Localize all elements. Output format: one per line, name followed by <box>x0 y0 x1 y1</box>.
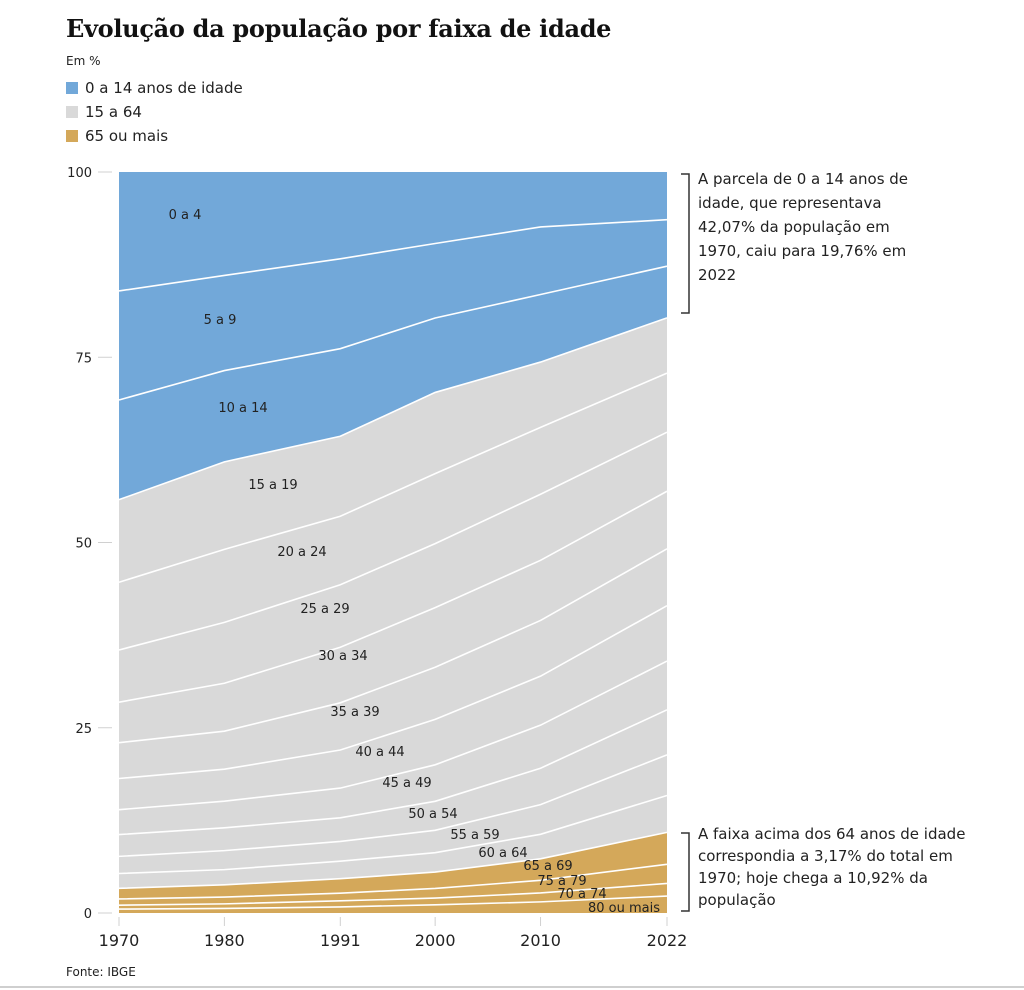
band-label-35-a-39: 35 a 39 <box>330 705 379 720</box>
divider-line-25-a-29 <box>118 431 668 651</box>
area-band-50-a-54 <box>119 709 667 857</box>
x-axis: 1970 1980 1991 2000 2010 2022 <box>99 917 688 950</box>
legend-swatch-15-64 <box>66 106 78 118</box>
divider-line-55-a-59 <box>118 754 668 858</box>
divider-line-5-a-9 <box>118 218 668 292</box>
legend-label-15-64: 15 a 64 <box>85 103 142 121</box>
x-tick-label: 2000 <box>415 931 456 950</box>
area-band-65-a-69 <box>119 832 667 899</box>
band-label-20-a-24: 20 a 24 <box>277 545 326 560</box>
area-band-15-a-19 <box>119 317 667 583</box>
y-tick-label: 25 <box>75 722 92 737</box>
band-label-15-a-19: 15 a 19 <box>248 478 297 493</box>
area-layers <box>119 172 667 913</box>
divider-line-45-a-49 <box>118 660 668 811</box>
band-label-25-a-29: 25 a 29 <box>300 602 349 617</box>
divider-line-60-a-64 <box>118 794 668 875</box>
band-label-55-a-59: 55 a 59 <box>450 828 499 843</box>
divider-line-70-a-74 <box>118 863 668 900</box>
band-divider-lines <box>118 218 668 910</box>
legend-swatch-0-14 <box>66 82 78 94</box>
area-band-5-a-9 <box>119 219 667 400</box>
annotation-brackets <box>681 173 690 912</box>
band-label-75-a-79: 75 a 79 <box>537 874 586 889</box>
divider-line-40-a-44 <box>118 605 668 780</box>
band-label-0-a-4: 0 a 4 <box>169 208 202 223</box>
legend-item-0-14: 0 a 14 anos de idade <box>66 76 243 100</box>
band-label-5-a-9: 5 a 9 <box>204 313 237 328</box>
divider-line-65-a-69 <box>118 831 668 890</box>
source-note: Fonte: IBGE <box>66 965 136 979</box>
unit-label: Em % <box>66 54 101 68</box>
x-tick-label: 1980 <box>204 931 245 950</box>
divider-line-30-a-34 <box>118 490 668 703</box>
y-tick-label: 75 <box>75 351 92 366</box>
band-label-45-a-49: 45 a 49 <box>382 776 431 791</box>
area-band-45-a-49 <box>119 661 667 835</box>
area-band-75-a-79 <box>119 883 667 910</box>
y-tick-label: 0 <box>84 907 92 922</box>
divider-line-75-a-79 <box>118 882 668 907</box>
band-label-40-a-44: 40 a 44 <box>355 745 404 760</box>
annotation-children: A parcela de 0 a 14 anos de idade, que r… <box>698 170 909 284</box>
legend: 0 a 14 anos de idade 15 a 64 65 ou mais <box>66 76 243 148</box>
band-label-70-a-74: 70 a 74 <box>557 887 606 902</box>
divider-line-50-a-54 <box>118 709 668 836</box>
band-label-65-a-69: 65 a 69 <box>523 859 572 874</box>
bracket-elderly <box>681 832 690 912</box>
area-band-10-a-14 <box>119 266 667 500</box>
band-label-60-a-64: 60 a 64 <box>478 846 527 861</box>
divider-line-35-a-39 <box>118 548 668 744</box>
x-tick-label: 2010 <box>520 931 561 950</box>
area-band-40-a-44 <box>119 605 667 810</box>
divider-line-15-a-19 <box>118 317 668 501</box>
band-label-10-a-14: 10 a 14 <box>218 401 267 416</box>
area-band-55-a-59 <box>119 754 667 874</box>
chart-title: Evolução da população por faixa de idade <box>66 14 612 43</box>
y-tick-label: 50 <box>75 537 92 552</box>
x-tick-label: 1970 <box>99 931 140 950</box>
divider-line-10-a-14 <box>118 265 668 401</box>
area-band-20-a-24 <box>119 373 667 650</box>
area-band-30-a-34 <box>119 491 667 743</box>
area-band-70-a-74 <box>119 864 667 906</box>
legend-swatch-65-plus <box>66 130 78 142</box>
band-label-80-ou-mais: 80 ou mais <box>588 901 660 916</box>
y-axis: 0 25 50 75 100 <box>67 166 112 922</box>
legend-label-0-14: 0 a 14 anos de idade <box>85 79 243 97</box>
divider-line-80-ou-mais <box>118 895 668 910</box>
band-label-50-a-54: 50 a 54 <box>408 807 457 822</box>
area-band-0-a-4 <box>119 172 667 291</box>
area-band-60-a-64 <box>119 795 667 889</box>
legend-label-65-plus: 65 ou mais <box>85 127 169 145</box>
y-tick-label: 100 <box>67 166 92 181</box>
bracket-children <box>681 173 690 314</box>
annotation-elderly: A faixa acima dos 64 anos de idade corre… <box>698 825 966 909</box>
divider-line-20-a-24 <box>118 372 668 583</box>
x-tick-label: 1991 <box>320 931 361 950</box>
bottom-divider <box>0 986 1024 988</box>
legend-item-65-plus: 65 ou mais <box>66 124 243 148</box>
legend-item-15-64: 15 a 64 <box>66 100 243 124</box>
x-tick-label: 2022 <box>647 931 688 950</box>
band-label-30-a-34: 30 a 34 <box>318 649 367 664</box>
